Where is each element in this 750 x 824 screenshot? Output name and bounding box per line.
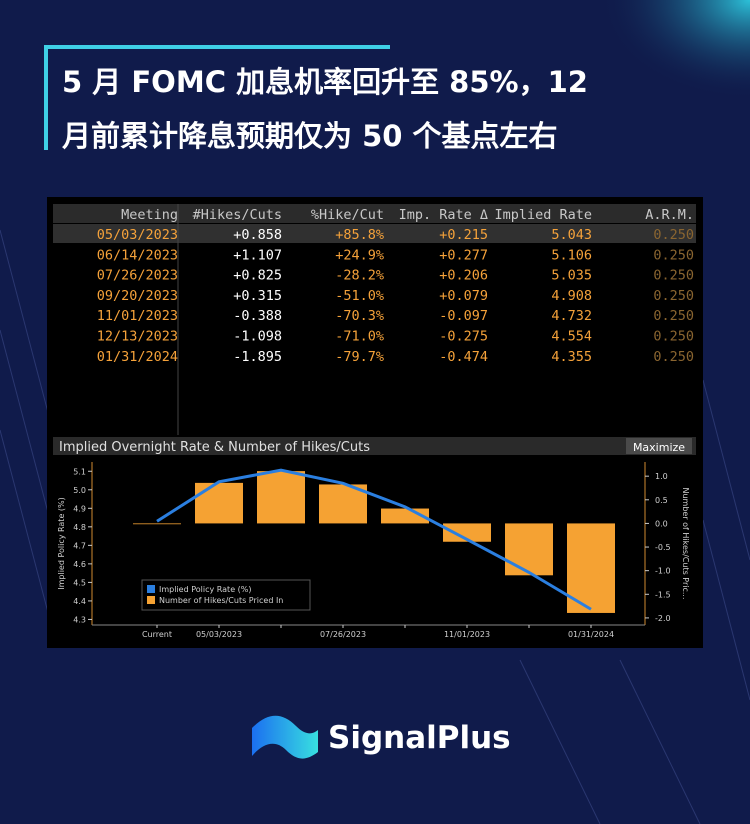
column-header: A.R.M. [645,207,694,223]
y-axis-title: Implied Policy Rate (%) [57,497,66,590]
bar [195,482,243,524]
legend-label: Implied Policy Rate (%) [159,585,252,594]
table-cell: 05/03/2023 [97,227,178,243]
maximize-button[interactable] [626,438,692,454]
legend-box [141,579,311,611]
table-cell: +0.825 [233,268,282,284]
table-cell: 11/01/2023 [97,308,178,324]
y2-tick-label: 1.0 [655,472,668,481]
y-tick-label: 4.6 [73,560,86,569]
table-cell: +0.315 [233,288,282,304]
table-cell: 01/31/2024 [97,349,178,365]
table-cell: -0.097 [439,308,488,324]
table-cell: -71.0% [335,329,384,345]
table-cell: -51.0% [335,288,384,304]
bar [505,523,553,576]
table-cell: 0.250 [653,268,694,284]
column-header: Imp. Rate Δ [399,207,488,223]
legend-swatch [147,596,155,604]
legend-label: Number of Hikes/Cuts Priced In [159,596,283,605]
table-cell: 4.554 [551,329,592,345]
table-cell: -28.2% [335,268,384,284]
table-cell: 09/20/2023 [97,288,178,304]
table-cell: +0.206 [439,268,488,284]
y-tick-label: 4.7 [73,541,86,550]
y-tick-label: 4.4 [73,597,86,606]
table-cell: 0.250 [653,247,694,263]
table-cell: +0.277 [439,247,488,263]
bar [257,471,305,524]
table-cell: 5.035 [551,268,592,284]
x-tick-label: 01/31/2024 [568,630,614,639]
glow [450,0,750,200]
y2-tick-label: -2.0 [655,614,671,623]
bar [133,523,181,525]
table-cell: +1.107 [233,247,282,263]
table-cell: -1.895 [233,349,282,365]
y-tick-label: 4.8 [73,523,86,532]
legend-swatch [147,585,155,593]
title-line: 月前累计降息预期仅为 50 个基点左右 [61,119,558,153]
line [156,468,592,611]
y-tick-label: 5.0 [73,486,86,495]
table-cell: -1.098 [233,329,282,345]
table-cell: 0.250 [653,288,694,304]
brand: SignalPlus [328,720,511,756]
row-highlight [53,224,696,243]
logo [252,715,318,759]
maximize-label[interactable]: Maximize [633,441,685,454]
y2-tick-label: -1.5 [655,590,671,599]
title-bracket [44,45,390,150]
table-cell: 4.908 [551,288,592,304]
table-cell: +0.079 [439,288,488,304]
table-cell: 5.043 [551,227,592,243]
column-header: %Hike/Cut [311,207,384,223]
table-cell: +24.9% [335,247,384,263]
table-header-bg [53,204,696,223]
y2-tick-label: -0.5 [655,543,671,552]
table-cell: 0.250 [653,227,694,243]
table-cell: +85.8% [335,227,384,243]
decor-lines [0,229,750,824]
y-tick-label: 4.9 [73,504,86,513]
x-tick-label: 05/03/2023 [196,630,242,639]
y2-tick-label: 0.0 [655,519,668,528]
table-cell: -70.3% [335,308,384,324]
y-tick-label: 5.1 [73,467,86,476]
table-cell: 0.250 [653,349,694,365]
y-tick-label: 4.3 [73,615,86,624]
table-cell: 12/13/2023 [97,329,178,345]
y2-tick-label: -1.0 [655,567,671,576]
x-tick-label: 11/01/2023 [444,630,490,639]
table-cell: 0.250 [653,308,694,324]
table-cell: +0.215 [439,227,488,243]
chart-title-bar [53,437,696,455]
title-line: 5 月 FOMC 加息机率回升至 85%，12 [62,65,588,99]
bar [443,523,491,542]
table-cell: 4.355 [551,349,592,365]
table-cell: -79.7% [335,349,384,365]
column-header: Implied Rate [494,207,592,223]
table-cell: 5.106 [551,247,592,263]
table-cell: 06/14/2023 [97,247,178,263]
table-cell: 0.250 [653,329,694,345]
column-header: Meeting [121,207,178,223]
table-cell: 07/26/2023 [97,268,178,284]
column-header: #Hikes/Cuts [193,207,282,223]
table-cell: -0.275 [439,329,488,345]
y2-axis-title: Number of Hikes/Cuts Pric... [681,487,690,599]
table-cell: -0.474 [439,349,488,365]
y-tick-label: 4.5 [73,578,86,587]
y2-tick-label: 0.5 [655,496,668,505]
chart-title: Implied Overnight Rate & Number of Hikes… [59,440,370,455]
table-cell: -0.388 [233,308,282,324]
table-cell: 4.732 [551,308,592,324]
table-cell: +0.858 [233,227,282,243]
x-tick-label: Current [142,630,172,639]
x-tick-label: 07/26/2023 [320,630,366,639]
